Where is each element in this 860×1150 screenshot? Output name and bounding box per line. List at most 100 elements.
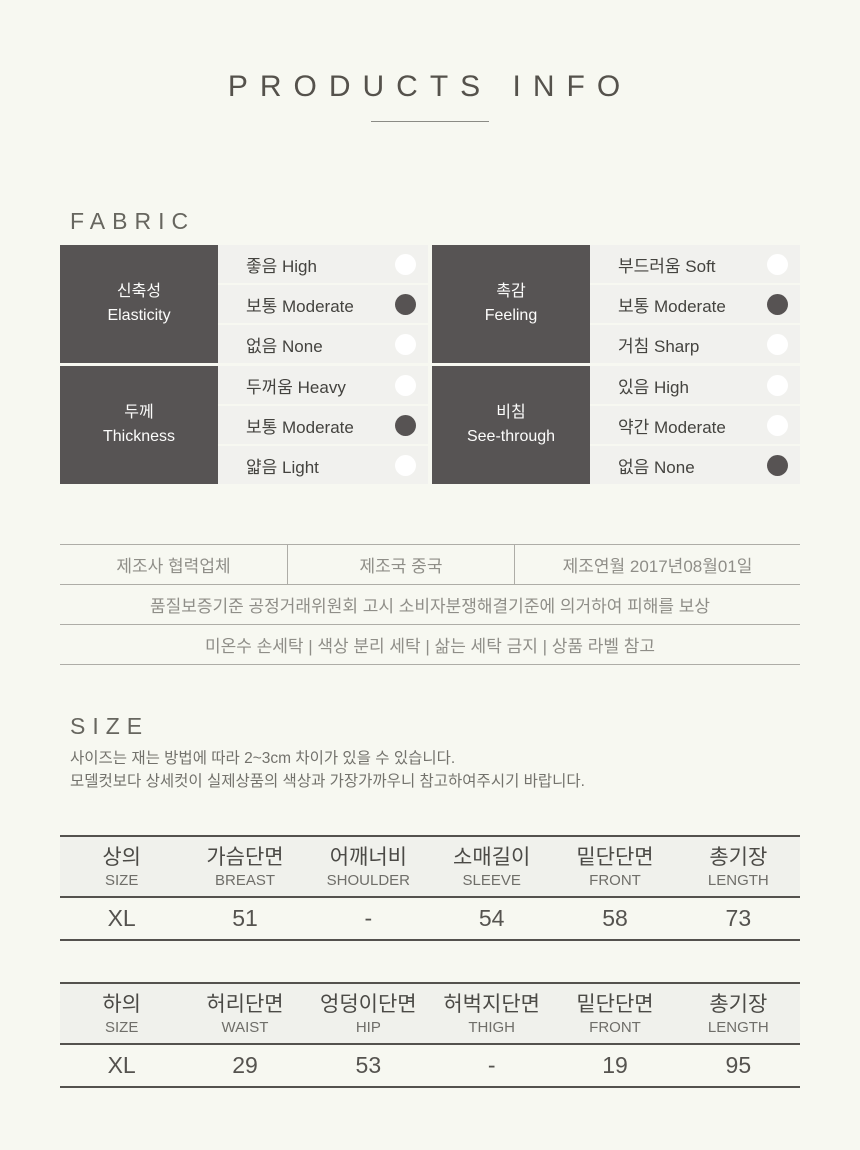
fabric-option: 보통 Moderate: [218, 285, 428, 323]
fabric-option-label: 얇음 Light: [246, 457, 319, 477]
column-header: 밑단단면 FRONT: [576, 846, 654, 889]
fabric-label-ko: 두께: [124, 404, 154, 421]
fabric-option: 부드러움 Soft: [590, 245, 800, 283]
size-value: 54: [478, 905, 505, 931]
radio-indicator-icon: [395, 374, 416, 396]
size-value: 95: [725, 1052, 752, 1078]
fabric-option: 두꺼움 Heavy: [218, 366, 428, 404]
size-note-line: 모델컷보다 상세컷이 실제상품의 색상과 가장가까우니 참고하여주시기 바랍니다…: [70, 773, 585, 790]
fabric-option: 없음 None: [590, 446, 800, 484]
fabric-option: 보통 Moderate: [590, 285, 800, 323]
fabric-option-label: 두꺼움 Heavy: [246, 377, 346, 397]
fabric-group-see-through: 비침 See-through 있음 High 약간 Moderate 없음 No…: [432, 366, 800, 484]
fabric-group-label: 신축성 Elasticity: [60, 245, 218, 363]
fabric-option-label: 있음 High: [618, 377, 689, 397]
size-value: 73: [725, 905, 752, 931]
column-header: 하의 SIZE: [102, 993, 141, 1036]
radio-indicator-icon: [395, 333, 416, 355]
page-title: PRODUCTS INFO: [227, 70, 633, 103]
column-header: 상의 SIZE: [102, 846, 141, 889]
radio-indicator-icon: [767, 414, 788, 436]
fabric-options: 있음 High 약간 Moderate 없음 None: [590, 366, 800, 484]
fabric-label-ko: 촉감: [496, 283, 526, 300]
fabric-group-label: 촉감 Feeling: [432, 245, 590, 363]
manufacturer-cell: 제조사 협력업체: [116, 557, 231, 576]
size-note-line: 사이즈는 재는 방법에 따라 2~3cm 차이가 있을 수 있습니다.: [70, 750, 456, 767]
fabric-option: 보통 Moderate: [218, 406, 428, 444]
fabric-option-label: 보통 Moderate: [246, 296, 354, 316]
column-header: 가슴단면 BREAST: [206, 846, 284, 889]
fabric-options: 부드러움 Soft 보통 Moderate 거침 Sharp: [590, 245, 800, 363]
fabric-group-thickness: 두께 Thickness 두꺼움 Heavy 보통 Moderate 얇음 Li…: [60, 366, 428, 484]
size-table-row: XL 29 53 - 19 95: [60, 1045, 800, 1086]
column-header: 허벅지단면 THIGH: [443, 993, 540, 1036]
fabric-option-label: 부드러움 Soft: [618, 256, 716, 276]
size-heading: SIZE: [70, 713, 150, 739]
size-value: 51: [232, 905, 258, 931]
radio-indicator-icon: [767, 454, 788, 476]
size-value: -: [364, 905, 373, 931]
radio-indicator-icon: [767, 253, 788, 275]
column-header: 엉덩이단면 HIP: [320, 993, 417, 1036]
radio-indicator-icon: [767, 293, 788, 315]
fabric-option-label: 보통 Moderate: [246, 417, 354, 437]
size-value: XL: [107, 905, 136, 931]
size-notes: 사이즈는 재는 방법에 따라 2~3cm 차이가 있을 수 있습니다. 모델컷보…: [70, 747, 800, 793]
fabric-options: 두꺼움 Heavy 보통 Moderate 얇음 Light: [218, 366, 428, 484]
fabric-option-label: 보통 Moderate: [618, 296, 726, 316]
manufacture-row-origin: 제조사 협력업체 제조국 중국 제조연월 2017년08월01일: [60, 545, 800, 585]
fabric-heading: FABRIC: [70, 208, 196, 234]
column-header: 어깨너비 SHOULDER: [326, 846, 410, 889]
size-table-bottom: 하의 SIZE 허리단면 WAIST 엉덩이단면 HIP 허벅지단면 THIGH…: [60, 982, 800, 1088]
size-value: 19: [602, 1052, 628, 1078]
fabric-option: 얇음 Light: [218, 446, 428, 484]
column-header: 소매길이 SLEEVE: [453, 846, 531, 889]
fabric-group-label: 비침 See-through: [432, 366, 590, 484]
fabric-label-en: Elasticity: [107, 307, 171, 324]
column-header: 밑단단면 FRONT: [576, 993, 654, 1036]
size-value: 58: [602, 905, 628, 931]
fabric-option: 있음 High: [590, 366, 800, 404]
size-table-top: 상의 SIZE 가슴단면 BREAST 어깨너비 SHOULDER 소매길이 S…: [60, 835, 800, 941]
fabric-option: 없음 None: [218, 325, 428, 363]
size-value: -: [487, 1052, 496, 1078]
column-header: 총기장 LENGTH: [707, 993, 769, 1036]
fabric-group-feeling: 촉감 Feeling 부드러움 Soft 보통 Moderate 거침 Shar…: [432, 245, 800, 363]
size-table-header: 상의 SIZE 가슴단면 BREAST 어깨너비 SHOULDER 소매길이 S…: [60, 837, 800, 898]
radio-indicator-icon: [395, 414, 416, 436]
warranty-row: 품질보증기준 공정거래위원회 고시 소비자분쟁해결기준에 의거하여 피해를 보상: [60, 585, 800, 625]
country-cell: 제조국 중국: [287, 545, 514, 584]
fabric-option-label: 없음 None: [246, 336, 323, 356]
fabric-option: 약간 Moderate: [590, 406, 800, 444]
fabric-group-label: 두께 Thickness: [60, 366, 218, 484]
column-header: 허리단면 WAIST: [206, 993, 284, 1036]
fabric-section: FABRIC 신축성 Elasticity 좋음 High 보통 Moderat…: [60, 206, 800, 484]
title-underline: [371, 121, 489, 122]
radio-indicator-icon: [767, 374, 788, 396]
column-header: 총기장 LENGTH: [707, 846, 769, 889]
radio-indicator-icon: [395, 454, 416, 476]
size-value: 53: [355, 1052, 382, 1078]
fabric-option-label: 거침 Sharp: [618, 336, 700, 356]
size-table-header: 하의 SIZE 허리단면 WAIST 엉덩이단면 HIP 허벅지단면 THIGH…: [60, 984, 800, 1045]
size-table-row: XL 51 - 54 58 73: [60, 898, 800, 939]
fabric-label-ko: 신축성: [116, 283, 162, 300]
manufacture-date-cell: 제조연월 2017년08월01일: [514, 545, 800, 584]
size-value: 29: [232, 1052, 258, 1078]
fabric-label-en: See-through: [466, 428, 556, 445]
fabric-label-en: Feeling: [484, 307, 538, 324]
fabric-option-label: 없음 None: [618, 457, 695, 477]
size-section: SIZE 사이즈는 재는 방법에 따라 2~3cm 차이가 있을 수 있습니다.…: [60, 711, 800, 1088]
fabric-label-en: Thickness: [102, 428, 176, 445]
fabric-grid: 신축성 Elasticity 좋음 High 보통 Moderate 없음 No…: [60, 245, 800, 484]
fabric-option-label: 좋음 High: [246, 256, 317, 276]
manufacture-info-table: 제조사 협력업체 제조국 중국 제조연월 2017년08월01일 품질보증기준 …: [60, 544, 800, 665]
fabric-options: 좋음 High 보통 Moderate 없음 None: [218, 245, 428, 363]
products-info-page: PRODUCTS INFO FABRIC 신축성 Elasticity 좋음 H…: [60, 0, 800, 1088]
radio-indicator-icon: [395, 253, 416, 275]
fabric-option: 좋음 High: [218, 245, 428, 283]
fabric-option-label: 약간 Moderate: [618, 417, 726, 437]
size-value: XL: [107, 1052, 136, 1078]
radio-indicator-icon: [395, 293, 416, 315]
care-instructions-row: 미온수 손세탁 | 색상 분리 세탁 | 삶는 세탁 금지 | 상품 라벨 참고: [60, 625, 800, 665]
